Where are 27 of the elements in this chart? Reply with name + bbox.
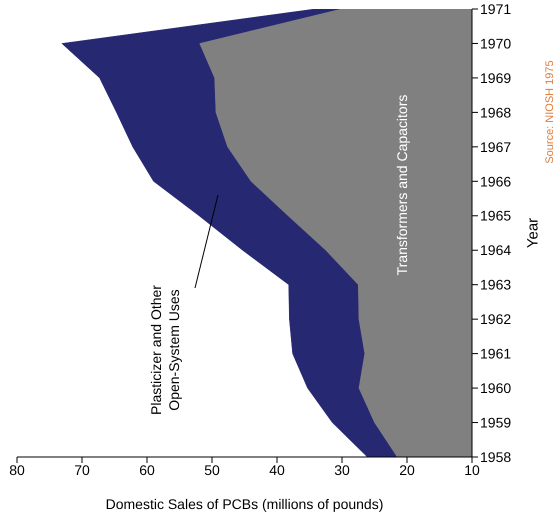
x-tick-label: 70 — [74, 462, 90, 478]
y-tick-label: 1960 — [480, 380, 512, 396]
source-note: Source: NIOSH 1975 — [544, 60, 556, 164]
x-tick-label: 50 — [204, 462, 220, 478]
y-tick-label: 1964 — [480, 242, 512, 258]
y-tick-label: 1963 — [480, 276, 512, 293]
y-tick-label: 1970 — [480, 35, 512, 52]
x-tick-label: 80 — [9, 462, 25, 478]
y-tick-label: 1962 — [480, 311, 512, 328]
y-tick-label: 1969 — [480, 70, 512, 86]
x-tick-label: 40 — [269, 462, 285, 478]
y-tick-label: 1961 — [480, 346, 512, 362]
annotation: Plasticizer and Other Open-System Uses — [148, 284, 182, 415]
y-tick-label: 1971 — [480, 0, 512, 17]
y-tick-label: 1967 — [480, 138, 512, 155]
annotation: Transformers and Capacitors — [394, 94, 410, 276]
y-tick-label: 1965 — [480, 208, 512, 224]
y-tick-label: 1959 — [480, 414, 512, 431]
x-tick-label: 20 — [399, 462, 415, 478]
y-tick-label: 1966 — [480, 173, 512, 190]
x-tick-label: 30 — [334, 462, 350, 478]
y-tick-label: 1968 — [480, 104, 512, 120]
y-axis-title: Year — [524, 218, 542, 248]
x-tick-label: 60 — [139, 462, 155, 478]
x-tick-label: 10 — [464, 462, 480, 478]
x-axis-title: Domestic Sales of PCBs (millions of pounds) — [106, 496, 384, 512]
y-tick-label: 1958 — [480, 448, 512, 465]
